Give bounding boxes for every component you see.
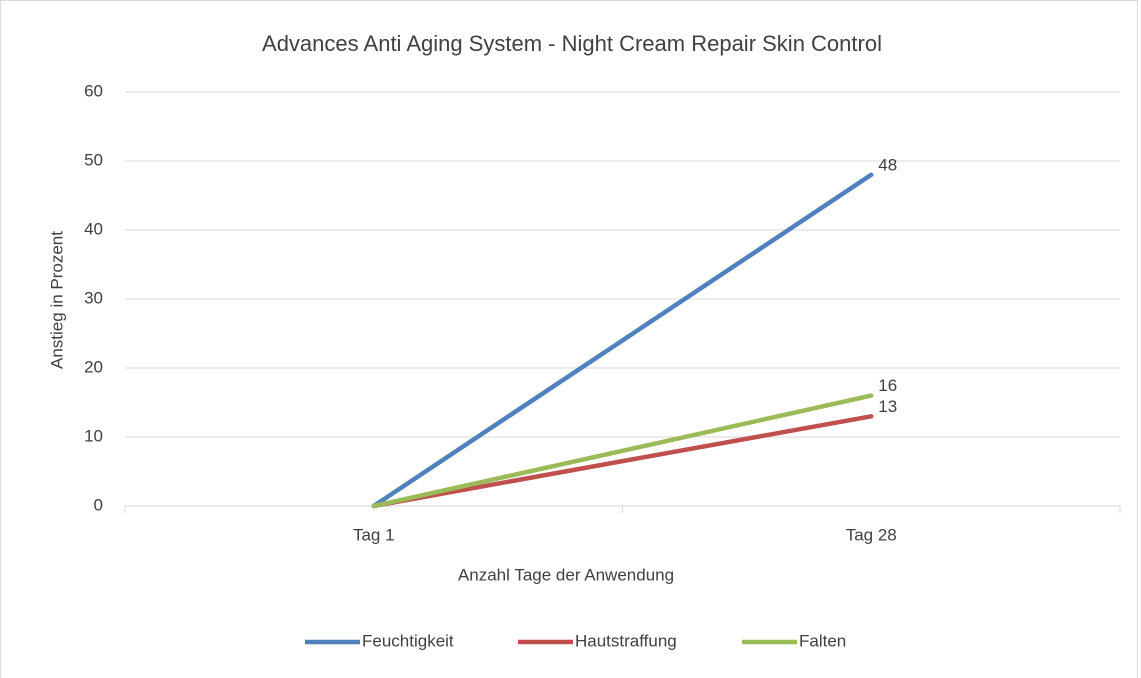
x-axis-label: Anzahl Tage der Anwendung: [458, 565, 674, 584]
chart-title: Advances Anti Aging System - Night Cream…: [262, 31, 882, 56]
legend-label: Hautstraffung: [575, 631, 677, 650]
y-axis-label: Anstieg in Prozent: [47, 231, 66, 369]
y-tick-label: 0: [94, 495, 103, 514]
y-tick-label: 10: [84, 426, 103, 445]
data-label: 16: [878, 376, 897, 395]
data-label: 48: [878, 155, 897, 174]
data-label: 13: [878, 397, 897, 416]
x-tick-label: Tag 1: [353, 525, 395, 544]
y-tick-label: 60: [84, 81, 103, 100]
series-line: [371, 414, 874, 509]
y-tick-label: 20: [84, 357, 103, 376]
legend-label: Feuchtigkeit: [362, 631, 454, 650]
legend-label: Falten: [799, 631, 846, 650]
series-line: [371, 393, 874, 509]
y-tick-label: 40: [84, 219, 103, 238]
x-tick-label: Tag 28: [846, 525, 897, 544]
y-tick-label: 50: [84, 150, 103, 169]
series-line: [371, 172, 874, 509]
y-tick-label: 30: [84, 288, 103, 307]
